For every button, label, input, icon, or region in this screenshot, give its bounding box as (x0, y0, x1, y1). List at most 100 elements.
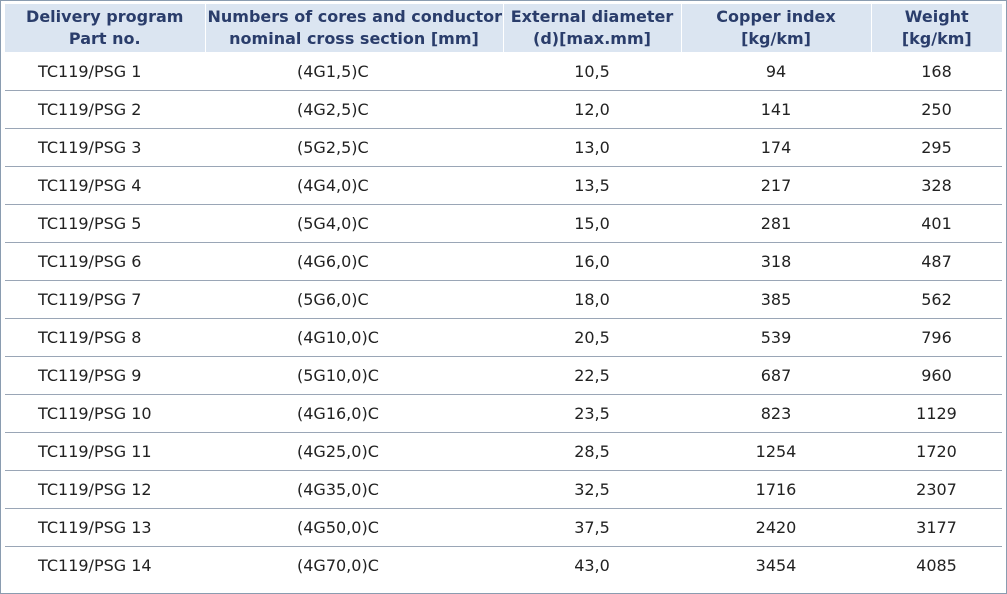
cell-copper-index: 2420 (681, 508, 871, 547)
header-weight-line-1: Weight (904, 7, 969, 26)
table-row: TC119/PSG 13 (4G50,0)C 37,5 2420 3177 (5, 508, 1002, 547)
cell-cores: (4G1,5)C (205, 52, 503, 91)
header-cores-line-2: nominal cross section [mm] (229, 29, 479, 48)
cell-part-no: TC119/PSG 11 (5, 432, 205, 471)
cell-part-no: TC119/PSG 8 (5, 318, 205, 357)
header-copper-line-1: Copper index (716, 7, 836, 26)
cell-diameter: 15,0 (503, 204, 681, 243)
cell-cores: (5G4,0)C (205, 204, 503, 243)
cell-copper-index: 141 (681, 90, 871, 129)
cell-copper-index: 318 (681, 242, 871, 281)
table-row: TC119/PSG 8 (4G10,0)C 20,5 539 796 (5, 318, 1002, 357)
cell-weight: 2307 (871, 470, 1002, 509)
cell-weight: 295 (871, 128, 1002, 167)
cell-part-no: TC119/PSG 9 (5, 356, 205, 395)
cell-part-no: TC119/PSG 4 (5, 166, 205, 205)
cell-cores: (4G6,0)C (205, 242, 503, 281)
table-row: TC119/PSG 6 (4G6,0)C 16,0 318 487 (5, 242, 1002, 281)
cell-weight: 562 (871, 280, 1002, 319)
cell-diameter: 12,0 (503, 90, 681, 129)
header-weight: Weight [kg/km] (870, 4, 1002, 52)
table-row: TC119/PSG 5 (5G4,0)C 15,0 281 401 (5, 204, 1002, 243)
cell-cores: (4G50,0)C (205, 508, 503, 547)
cell-diameter: 28,5 (503, 432, 681, 471)
cell-cores: (4G2,5)C (205, 90, 503, 129)
cell-part-no: TC119/PSG 5 (5, 204, 205, 243)
cell-diameter: 32,5 (503, 470, 681, 509)
cell-copper-index: 174 (681, 128, 871, 167)
header-part-line-2: Part no. (68, 29, 141, 48)
cell-weight: 328 (871, 166, 1002, 205)
cell-part-no: TC119/PSG 13 (5, 508, 205, 547)
cell-diameter: 18,0 (503, 280, 681, 319)
cell-cores: (5G10,0)C (205, 356, 503, 395)
cell-cores: (4G70,0)C (297, 556, 379, 575)
cell-diameter: 13,0 (503, 128, 681, 167)
cell-copper-index: 217 (681, 166, 871, 205)
cell-cores: (5G6,0)C (205, 280, 503, 319)
header-cores: Numbers of cores and conductor nominal c… (204, 4, 503, 52)
table-row: TC119/PSG 14 (4G70,0)C 43,0 3454 4085 (5, 547, 1002, 585)
table-row: TC119/PSG 11 (4G25,0)C 28,5 1254 1720 (5, 432, 1002, 471)
cell-cores: (4G4,0)C (205, 166, 503, 205)
header-diameter-line-1: External diameter (510, 7, 674, 26)
cell-cores: (4G10,0)C (205, 318, 503, 357)
cell-weight: 401 (871, 204, 1002, 243)
cell-part-no: TC119/PSG 10 (5, 394, 205, 433)
cell-weight: 1129 (871, 394, 1002, 433)
header-part-no: Delivery program Part no. (5, 4, 205, 52)
cell-weight: 4085 (916, 556, 957, 575)
cell-part-no: TC119/PSG 3 (5, 128, 205, 167)
cell-weight: 960 (871, 356, 1002, 395)
cell-cores: (4G35,0)C (205, 470, 503, 509)
cell-copper-index: 281 (681, 204, 871, 243)
cell-copper-index: 1254 (681, 432, 871, 471)
cell-part-no: TC119/PSG 7 (5, 280, 205, 319)
header-diameter: External diameter (d)[max.mm] (502, 4, 681, 52)
cell-weight: 487 (871, 242, 1002, 281)
cell-cores: (5G2,5)C (205, 128, 503, 167)
table-row: TC119/PSG 3 (5G2,5)C 13,0 174 295 (5, 128, 1002, 167)
cell-cores: (4G16,0)C (205, 394, 503, 433)
cell-weight: 168 (871, 52, 1002, 91)
cell-diameter: 10,5 (503, 52, 681, 91)
header-row: Delivery program Part no. Numbers of cor… (5, 4, 1002, 52)
table-row: TC119/PSG 12 (4G35,0)C 32,5 1716 2307 (5, 470, 1002, 509)
table-row: TC119/PSG 7 (5G6,0)C 18,0 385 562 (5, 280, 1002, 319)
cell-diameter: 13,5 (503, 166, 681, 205)
cell-diameter: 22,5 (503, 356, 681, 395)
cell-weight: 3177 (871, 508, 1002, 547)
header-copper-index: Copper index [kg/km] (680, 4, 871, 52)
cell-diameter: 16,0 (503, 242, 681, 281)
table-body: TC119/PSG 1 (4G1,5)C 10,5 94 168 TC119/P… (5, 52, 1002, 584)
cell-part-no: TC119/PSG 14 (38, 556, 152, 575)
table-row: TC119/PSG 4 (4G4,0)C 13,5 217 328 (5, 166, 1002, 205)
cell-weight: 250 (871, 90, 1002, 129)
header-part-line-1: Delivery program (26, 7, 184, 26)
table-row: TC119/PSG 2 (4G2,5)C 12,0 141 250 (5, 90, 1002, 129)
cell-part-no: TC119/PSG 2 (5, 90, 205, 129)
cell-diameter: 23,5 (503, 394, 681, 433)
cell-diameter: 20,5 (503, 318, 681, 357)
header-copper-line-2: [kg/km] (741, 29, 811, 48)
cell-copper-index: 3454 (755, 556, 797, 575)
cell-diameter: 43,0 (574, 556, 610, 575)
cell-copper-index: 385 (681, 280, 871, 319)
cell-copper-index: 94 (681, 52, 871, 91)
cell-copper-index: 687 (681, 356, 871, 395)
table-row: TC119/PSG 9 (5G10,0)C 22,5 687 960 (5, 356, 1002, 395)
table-row: TC119/PSG 10 (4G16,0)C 23,5 823 1129 (5, 394, 1002, 433)
cell-copper-index: 1716 (681, 470, 871, 509)
cell-weight: 1720 (871, 432, 1002, 471)
cell-copper-index: 539 (681, 318, 871, 357)
header-cores-line-1: Numbers of cores and conductor (207, 7, 503, 26)
cell-copper-index: 823 (681, 394, 871, 433)
cell-cores: (4G25,0)C (205, 432, 503, 471)
cell-part-no: TC119/PSG 6 (5, 242, 205, 281)
header-diameter-line-2: (d)[max.mm] (533, 29, 651, 48)
cell-diameter: 37,5 (503, 508, 681, 547)
cell-weight: 796 (871, 318, 1002, 357)
cell-part-no: TC119/PSG 1 (5, 52, 205, 91)
cell-part-no: TC119/PSG 12 (5, 470, 205, 509)
